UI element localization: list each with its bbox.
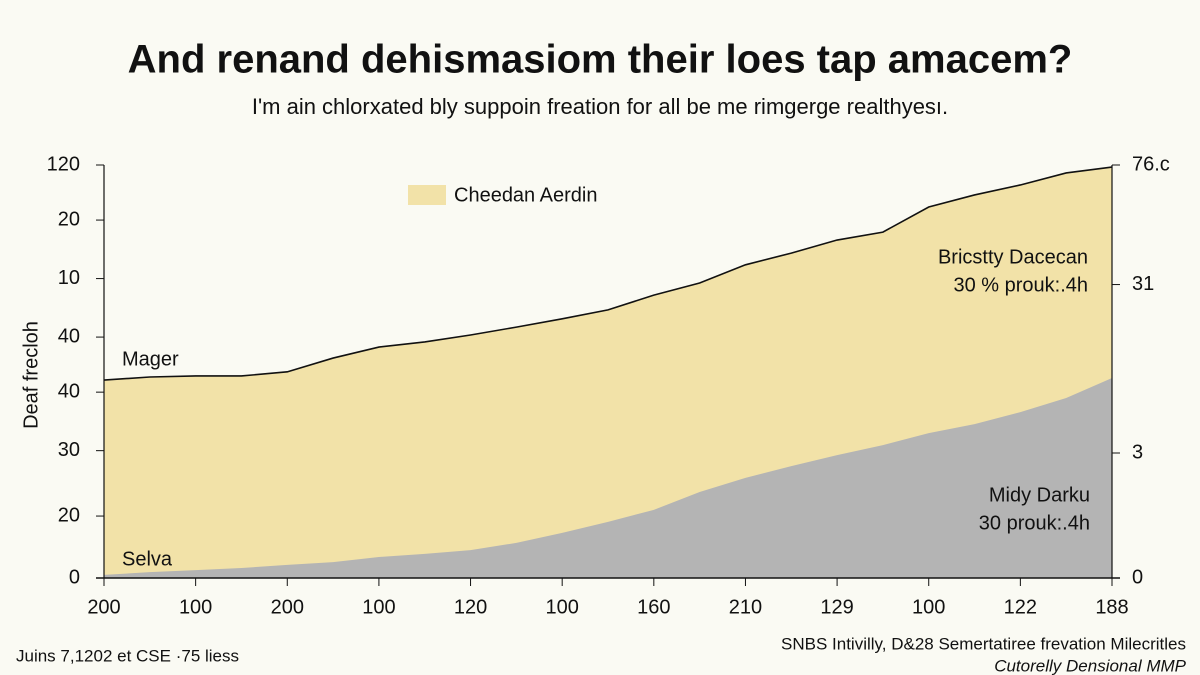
x-tick-label: 120: [454, 596, 487, 618]
y-tick-label: 20: [58, 208, 80, 230]
footer-right: SNBS Intivilly, D&28 Semertatiree frevat…: [781, 634, 1186, 653]
y-axis-label: Deaf freclоh: [20, 321, 42, 429]
x-tick-label: 100: [179, 596, 212, 618]
x-tick-label: 160: [637, 596, 670, 618]
y-tick-label: 10: [58, 267, 80, 289]
y2-tick-label: 3: [1132, 441, 1143, 463]
annotation: Selva: [122, 548, 173, 570]
x-tick-label: 122: [1004, 596, 1037, 618]
y2-tick-label: 31: [1132, 273, 1154, 295]
legend-swatch: [408, 185, 446, 205]
x-tick-label: 100: [912, 596, 945, 618]
annotation: 30 prouk:.4h: [979, 512, 1090, 534]
y-tick-label: 0: [69, 566, 80, 588]
annotation: Midy Darku: [989, 484, 1090, 506]
chart-title: And renand dehismasiom their loes tap am…: [128, 38, 1073, 82]
y-tick-label: 20: [58, 504, 80, 526]
y2-tick-label: 76.c: [1132, 153, 1170, 175]
y2-tick-label: 0: [1132, 566, 1143, 588]
annotation: Mager: [122, 348, 179, 370]
annotation: 30 % prouk:.4h: [953, 274, 1088, 296]
y-tick-label: 40: [58, 325, 80, 347]
footer-left: Juins 7,1202 et CSE ·75 liess: [16, 646, 239, 665]
x-tick-label: 100: [545, 596, 578, 618]
x-tick-label: 100: [362, 596, 395, 618]
y-tick-label: 40: [58, 380, 80, 402]
y-tick-label: 120: [47, 153, 80, 175]
x-tick-label: 188: [1095, 596, 1128, 618]
x-tick-label: 200: [87, 596, 120, 618]
x-tick-label: 200: [271, 596, 304, 618]
area: [104, 378, 1112, 578]
chart-subtitle: I'm ain chlorxated bly suppoin freation …: [252, 94, 948, 119]
x-tick-label: 129: [820, 596, 853, 618]
legend-label: Cheedan Aerdin: [454, 184, 597, 206]
x-tick-label: 210: [729, 596, 762, 618]
y-tick-label: 30: [58, 439, 80, 461]
footer-right-sub: Cutorelly Densional MMP: [994, 656, 1186, 675]
annotation: Bricstty Dacecan: [938, 246, 1088, 268]
area-line: [103, 166, 1113, 381]
